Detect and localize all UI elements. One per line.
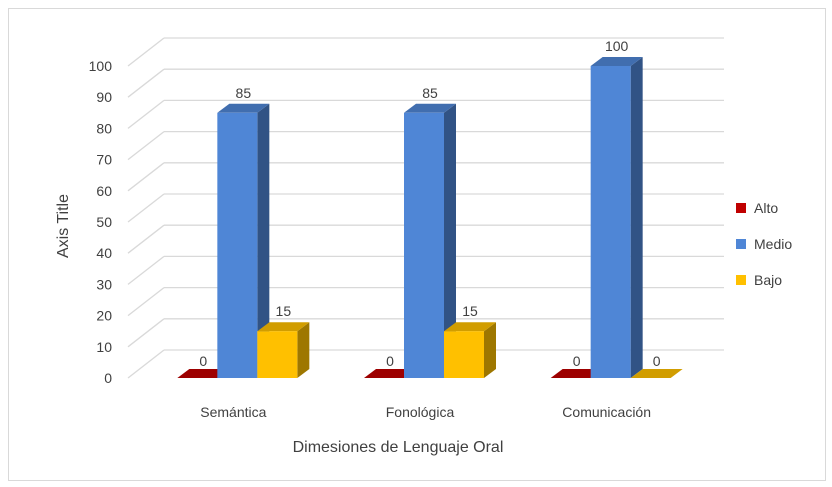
y-tick-label: 50 bbox=[96, 214, 112, 230]
legend-label: Alto bbox=[754, 200, 778, 216]
bar bbox=[590, 66, 631, 378]
x-category-label: Comunicación bbox=[562, 404, 651, 420]
bar-side bbox=[297, 322, 310, 378]
gridline-diagonal bbox=[127, 224, 165, 254]
y-tick-label: 100 bbox=[89, 58, 113, 74]
gridline-diagonal bbox=[127, 349, 165, 379]
y-tick-label: 80 bbox=[96, 120, 112, 136]
bar-side bbox=[484, 322, 496, 378]
bar-top bbox=[217, 103, 270, 113]
gridline-diagonal bbox=[127, 162, 165, 192]
bar bbox=[404, 112, 444, 379]
bar-side bbox=[444, 103, 456, 379]
gridline-diagonal bbox=[127, 255, 165, 285]
gridline-diagonal bbox=[127, 99, 165, 129]
data-labels: 0 85 15 0 85 15 0 100 0 bbox=[199, 38, 660, 369]
data-label: 15 bbox=[276, 303, 292, 319]
x-category-labels: Semántica Fonológica Comunicación bbox=[200, 404, 651, 420]
legend-swatch bbox=[736, 203, 746, 213]
gridline-diagonal bbox=[127, 193, 165, 223]
bars bbox=[177, 57, 683, 379]
gridline-diagonal bbox=[127, 131, 165, 161]
data-label: 85 bbox=[236, 85, 252, 101]
bar-side bbox=[630, 57, 643, 378]
gridline-diagonal bbox=[127, 318, 165, 348]
bar-top bbox=[404, 103, 456, 113]
bar bbox=[217, 112, 258, 379]
legend: Alto Medio Bajo bbox=[736, 200, 792, 288]
bar-top bbox=[590, 57, 643, 66]
gridline-diagonal bbox=[127, 68, 165, 98]
x-category-label: Semántica bbox=[200, 404, 266, 420]
legend-label: Medio bbox=[754, 236, 792, 252]
legend-swatch bbox=[736, 275, 746, 285]
y-tick-label: 90 bbox=[96, 89, 112, 105]
data-label: 0 bbox=[199, 353, 207, 369]
data-label: 0 bbox=[386, 353, 394, 369]
bar-top bbox=[364, 369, 416, 378]
x-category-label: Fonológica bbox=[386, 404, 455, 420]
y-tick-labels: 0 10 20 30 40 50 60 70 80 90 100 bbox=[89, 58, 113, 386]
bar-top bbox=[444, 322, 496, 332]
gridline-diagonal bbox=[127, 37, 165, 67]
data-label: 0 bbox=[573, 353, 581, 369]
bar bbox=[257, 331, 298, 378]
y-tick-label: 70 bbox=[96, 152, 112, 168]
bar bbox=[444, 331, 484, 378]
y-tick-label: 30 bbox=[96, 276, 112, 292]
y-tick-label: 10 bbox=[96, 339, 112, 355]
x-axis-title: Dimesiones de Lenguaje Oral bbox=[293, 439, 504, 456]
legend-label: Bajo bbox=[754, 272, 782, 288]
y-tick-label: 40 bbox=[96, 245, 112, 261]
y-axis-title: Axis Title bbox=[55, 194, 72, 258]
bar-top bbox=[630, 369, 683, 378]
bar-top bbox=[550, 369, 603, 378]
y-tick-label: 20 bbox=[96, 308, 112, 324]
bar-side bbox=[257, 103, 270, 379]
data-label: 85 bbox=[422, 85, 438, 101]
legend-swatch bbox=[736, 239, 746, 249]
y-tick-label: 0 bbox=[104, 370, 112, 386]
y-tick-label: 60 bbox=[96, 183, 112, 199]
data-label: 0 bbox=[653, 353, 661, 369]
data-label: 15 bbox=[462, 303, 478, 319]
gridline-diagonal bbox=[127, 287, 165, 317]
data-label: 100 bbox=[605, 38, 629, 54]
bar-top bbox=[177, 369, 230, 378]
bar-top bbox=[257, 322, 310, 332]
